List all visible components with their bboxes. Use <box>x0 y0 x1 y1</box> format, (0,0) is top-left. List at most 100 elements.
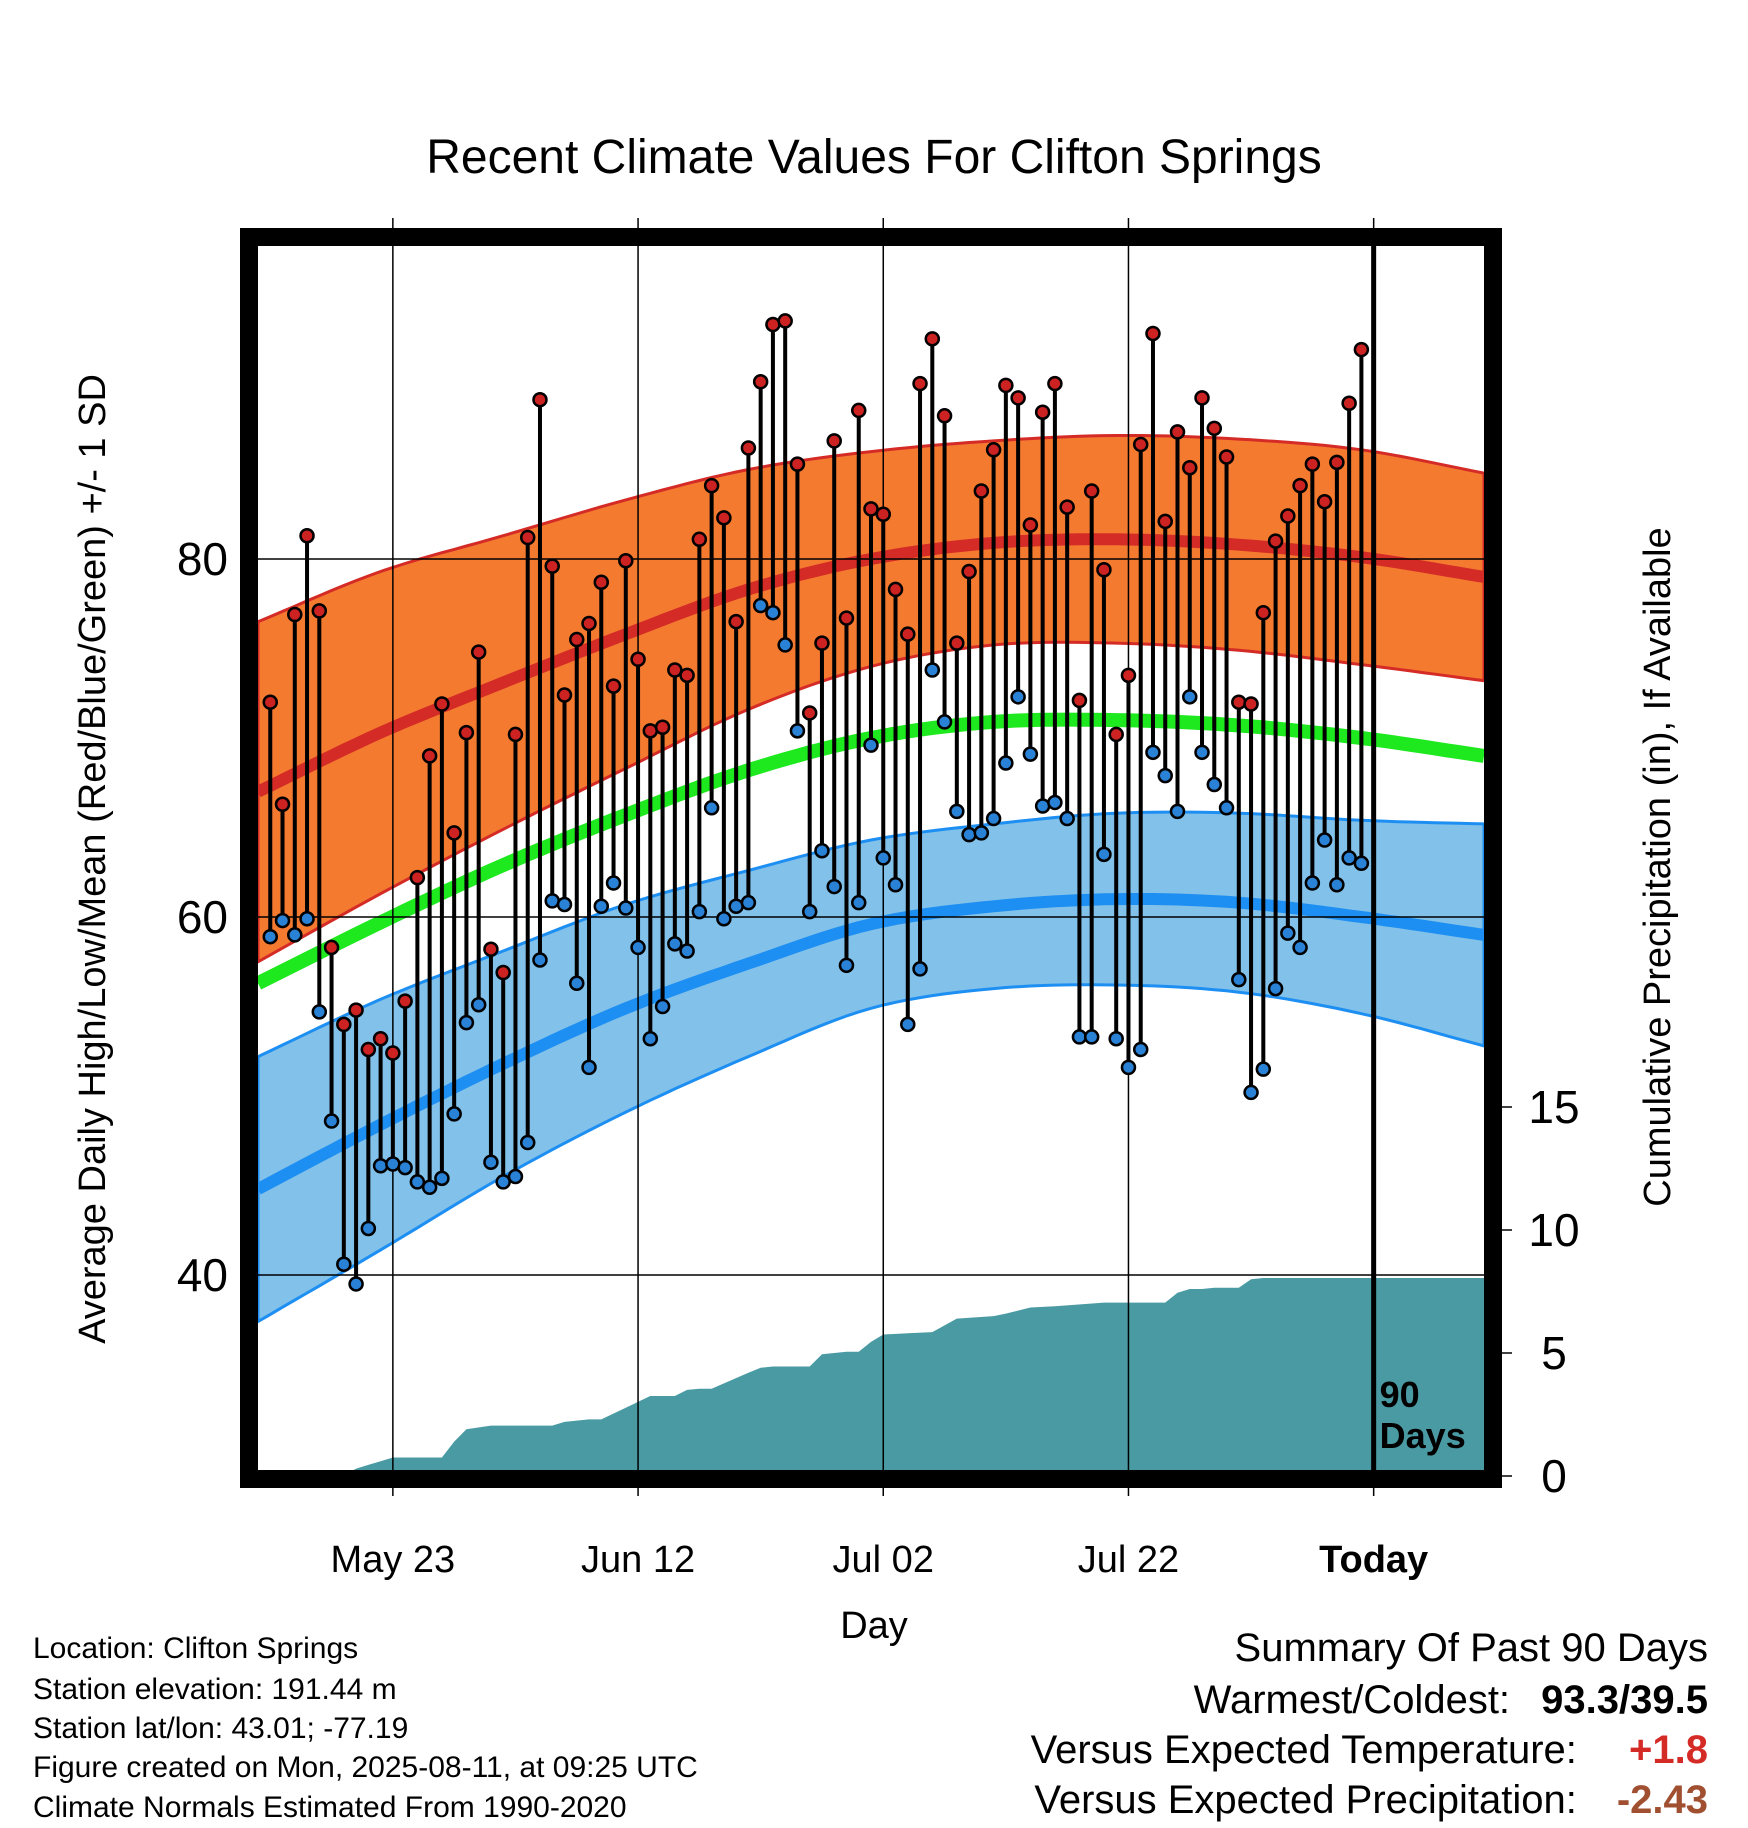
high-point <box>1353 341 1370 358</box>
high-point <box>1304 456 1321 472</box>
low-point <box>483 1154 499 1170</box>
high-point <box>863 501 879 517</box>
low-point <box>385 1156 401 1172</box>
high-point <box>1083 483 1100 499</box>
high-point <box>826 433 842 449</box>
low-point <box>397 1159 413 1176</box>
high-point <box>581 615 597 632</box>
high-point <box>777 313 793 329</box>
high-point <box>691 531 708 548</box>
high-point <box>495 964 511 981</box>
high-point <box>1267 533 1284 549</box>
low-point <box>495 1174 511 1190</box>
precip-label: Versus Expected Precipitation: <box>1034 1778 1577 1822</box>
high-point <box>838 610 855 626</box>
high-point <box>544 558 560 574</box>
low-point <box>936 714 953 730</box>
high-point <box>703 477 720 494</box>
elevation-text: Station elevation: 191.44 m <box>33 1673 397 1706</box>
low-point <box>458 1014 475 1031</box>
high-point <box>1022 517 1039 533</box>
high-point <box>323 939 340 956</box>
high-point <box>409 869 426 886</box>
high-point <box>1034 404 1051 420</box>
low-point <box>1218 800 1235 816</box>
high-point <box>311 603 328 619</box>
low-point <box>1132 1041 1149 1058</box>
today-days-label: Days <box>1380 1415 1466 1456</box>
low-point <box>1059 810 1075 827</box>
low-point <box>949 803 965 820</box>
high-point <box>667 662 683 678</box>
low-point <box>348 1276 364 1292</box>
y-tick-label: 40 <box>177 1249 228 1301</box>
plot-frame <box>240 228 1502 1488</box>
high-point <box>985 442 1002 458</box>
axes: May 23 Jun 12 Jul 02 Jul 22 Today 40 60 80 0 5 10 1… <box>177 218 1580 1581</box>
high-point <box>679 667 695 684</box>
low-point <box>1169 803 1186 820</box>
high-point <box>1108 726 1124 743</box>
high-point <box>483 941 499 957</box>
high-point <box>1218 449 1235 465</box>
low-point <box>262 928 279 945</box>
high-point <box>1341 395 1357 412</box>
high-point <box>1059 499 1075 515</box>
latlon-text: Station lat/lon: 43.01; -77.19 <box>33 1712 409 1745</box>
low-point <box>581 1059 597 1076</box>
low-point <box>446 1106 462 1122</box>
low-point <box>716 911 732 927</box>
low-point <box>1194 744 1210 761</box>
high-point <box>458 724 475 741</box>
high-point <box>434 696 450 712</box>
high-point <box>752 374 769 390</box>
high-point <box>1169 424 1186 440</box>
temp-label: Versus Expected Temperature: <box>1030 1728 1577 1772</box>
low-point <box>1206 776 1223 793</box>
low-point <box>556 896 573 913</box>
high-point <box>336 1016 352 1033</box>
low-point <box>1145 744 1161 761</box>
low-point <box>409 1174 426 1190</box>
low-point <box>605 875 622 891</box>
high-point <box>936 408 953 424</box>
high-point <box>1255 604 1272 621</box>
normals-text: Climate Normals Estimated From 1990-2020 <box>33 1791 627 1824</box>
low-point <box>1280 925 1296 941</box>
high-point <box>887 581 904 598</box>
high-point <box>556 687 573 703</box>
high-point <box>287 606 303 623</box>
high-point <box>1329 454 1345 471</box>
high-point <box>274 796 291 812</box>
high-point <box>1243 696 1259 712</box>
high-point <box>949 635 965 651</box>
high-point <box>1280 508 1296 524</box>
precip-area <box>353 1278 1484 1470</box>
high-point <box>1071 692 1088 709</box>
low-point <box>507 1168 524 1185</box>
low-point <box>777 637 793 653</box>
high-point <box>593 574 610 591</box>
low-point <box>875 850 892 866</box>
high-point <box>532 391 548 408</box>
high-point <box>912 375 928 392</box>
low-point <box>1267 980 1284 997</box>
low-point <box>1120 1059 1137 1076</box>
low-point <box>544 893 560 909</box>
high-point <box>850 402 867 419</box>
high-point <box>470 644 487 660</box>
low-point <box>1341 850 1357 866</box>
y2-tick-label: 5 <box>1541 1327 1567 1379</box>
low-point <box>703 800 720 816</box>
low-point <box>863 737 879 753</box>
high-point <box>630 651 646 667</box>
created-text: Figure created on Mon, 2025-08-11, at 09… <box>33 1751 698 1784</box>
low-point <box>421 1179 438 1196</box>
low-point <box>900 1016 916 1033</box>
x-axis-label: Day <box>840 1605 908 1647</box>
low-point <box>1108 1030 1124 1047</box>
low-point <box>1182 689 1198 705</box>
x-tick-label: Jul 22 <box>1078 1539 1179 1581</box>
